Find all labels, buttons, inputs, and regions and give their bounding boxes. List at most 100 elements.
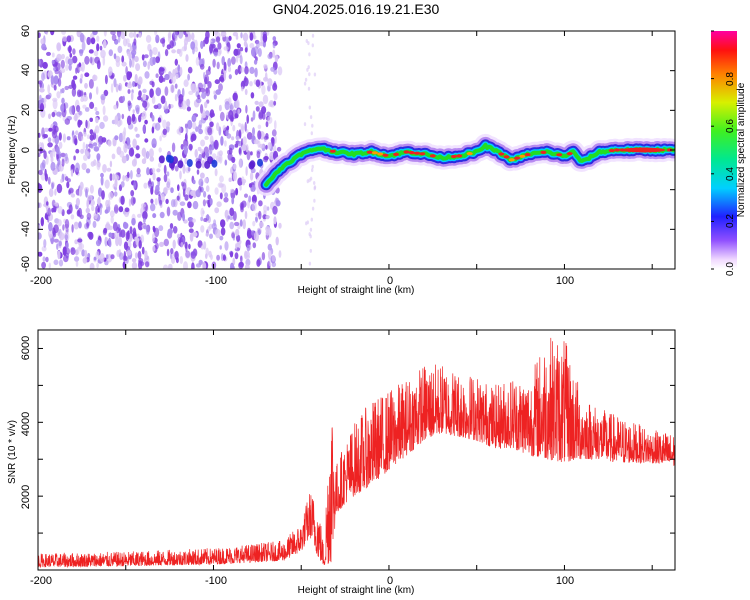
noise-speckle: [85, 168, 91, 174]
noise-speckle: [47, 84, 51, 94]
noise-speckle: [171, 49, 177, 54]
noise-speckle: [138, 90, 142, 98]
noise-speckle: [154, 31, 158, 36]
spectrogram-y-tick-label: -40: [20, 221, 32, 237]
noise-speckle: [113, 104, 118, 110]
noise-speckle: [179, 201, 186, 206]
noise-speckle: [207, 127, 213, 136]
noise-speckle: [59, 232, 65, 241]
noise-speckle: [93, 50, 99, 57]
noise-speckle: [232, 171, 237, 182]
noise-speckle: [149, 49, 153, 58]
noise-speckle: [151, 138, 157, 149]
noise-speckle: [261, 252, 266, 261]
noise-speckle: [182, 182, 187, 192]
noise-speckle: [158, 75, 164, 83]
noise-speckle: [110, 74, 114, 80]
noise-speckle: [79, 32, 85, 43]
noise-speckle: [272, 49, 276, 58]
noise-speckle: [196, 97, 202, 104]
noise-speckle: [128, 147, 135, 157]
noise-speckle: [144, 138, 149, 143]
noise-speckle: [265, 230, 270, 236]
noise-speckle: [49, 151, 53, 159]
noise-speckle: [116, 249, 120, 258]
noise-speckle: [269, 100, 274, 107]
noise-speckle: [125, 66, 128, 75]
noise-speckle: [121, 113, 125, 120]
noise-speckle: [128, 198, 132, 207]
noise-speckle: [78, 187, 83, 197]
noise-speckle: [102, 105, 106, 116]
noise-speckle: [201, 112, 207, 119]
noise-speckle: [86, 221, 89, 228]
noise-speckle: [99, 252, 105, 263]
noise-speckle: [82, 257, 88, 264]
noise-speckle: [43, 134, 48, 139]
ridge-peak: [393, 152, 399, 156]
noise-speckle: [134, 236, 138, 242]
noise-speckle: [131, 258, 137, 263]
noise-speckle: [85, 207, 91, 214]
ridge-peak: [366, 150, 373, 154]
noise-speckle: [258, 101, 264, 108]
noise-speckle: [99, 45, 103, 51]
noise-speckle: [268, 257, 272, 267]
ridge-peak: [519, 154, 526, 158]
noise-speckle: [207, 194, 211, 200]
noise-speckle: [60, 152, 66, 158]
noise-speckle: [274, 135, 277, 144]
noise-speckle: [137, 221, 143, 231]
noise-speckle: [103, 31, 107, 37]
noise-speckle: [115, 60, 121, 68]
noise-speckle: [132, 138, 137, 149]
noise-speckle: [85, 119, 88, 129]
noise-speckle: [45, 31, 49, 36]
noise-speckle: [309, 227, 313, 232]
noise-speckle: [135, 173, 142, 178]
snr-panel: -200 -100 0 100 Height of straight line …: [7, 329, 676, 596]
noise-speckle: [203, 191, 207, 198]
spectrogram-y-tick-label: 60: [20, 25, 32, 37]
noise-speckle: [162, 119, 167, 129]
noise-speckle: [70, 193, 76, 198]
noise-speckle: [96, 198, 100, 205]
noise-speckle: [215, 89, 221, 95]
noise-speckle: [144, 71, 150, 79]
noise-speckle: [200, 207, 205, 218]
noise-speckle: [239, 47, 244, 52]
noise-speckle: [75, 67, 78, 74]
noise-speckle: [126, 51, 132, 57]
noise-speckle: [204, 76, 208, 85]
noise-speckle: [176, 48, 181, 55]
noise-speckle: [94, 107, 98, 112]
noise-speckle: [65, 241, 69, 249]
noise-speckle: [120, 31, 126, 40]
noise-speckle: [118, 236, 122, 247]
noise-speckle: [244, 47, 248, 53]
noise-speckle: [178, 94, 184, 104]
noise-speckle: [224, 192, 229, 198]
noise-speckle: [245, 166, 248, 177]
noise-speckle: [96, 262, 99, 269]
noise-speckle: [311, 206, 315, 211]
noise-speckle: [55, 62, 61, 71]
noise-speckle: [173, 31, 178, 39]
noise-speckle: [42, 256, 46, 262]
noise-speckle: [93, 129, 98, 134]
spectrogram-x-axis-label: Height of straight line (km): [298, 285, 415, 296]
noise-speckle: [130, 91, 134, 101]
spectrogram-x-tick-label: -200: [30, 275, 52, 287]
noise-speckle: [195, 263, 202, 268]
noise-speckle: [96, 153, 101, 161]
noise-speckle: [41, 261, 46, 269]
snr-y-tick-label: 2000: [20, 485, 32, 509]
noise-speckle: [151, 114, 155, 122]
noise-speckle: [84, 107, 90, 112]
noise-speckle: [313, 72, 317, 77]
noise-speckle: [242, 136, 247, 146]
noise-speckle: [198, 128, 204, 135]
noise-speckle: [185, 54, 189, 62]
noise-speckle: [267, 78, 273, 87]
noise-speckle: [195, 189, 201, 198]
